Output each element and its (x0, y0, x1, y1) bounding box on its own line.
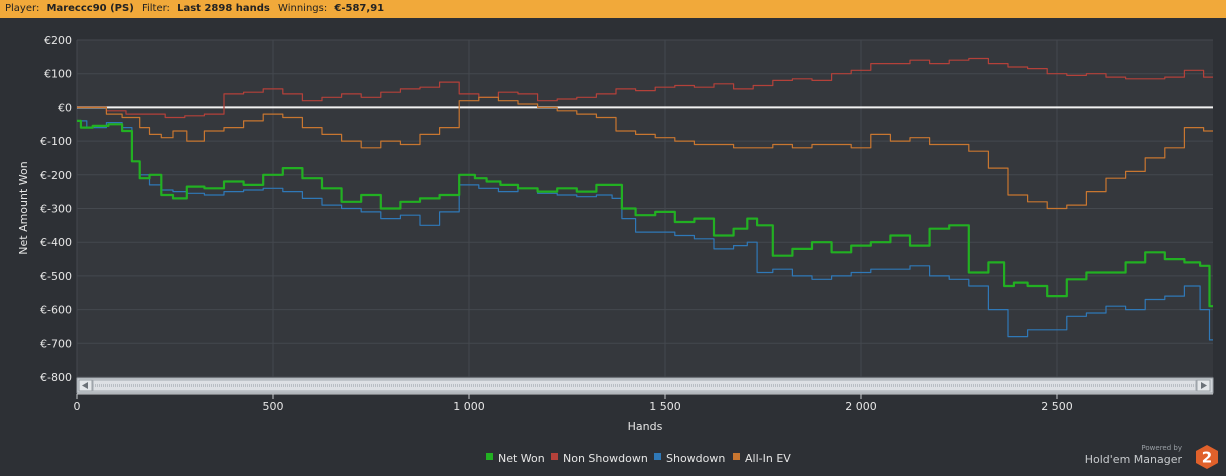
y-axis: €200 €100 €0 €-100 €-200 €-300 €-400 €-500 €-600… (40, 34, 72, 384)
legend-label: All-In EV (745, 452, 791, 465)
series-group (77, 57, 1213, 341)
brand-badge-text: 2 (1202, 449, 1212, 467)
legend-label: Net Won (498, 452, 545, 465)
player-label: Player: (5, 3, 40, 14)
legend-swatch (654, 453, 661, 460)
y-tick-label: €0 (58, 101, 72, 114)
legend-label: Non Showdown (563, 452, 648, 465)
y-tick-label: €-400 (40, 236, 72, 249)
y-tick-label: €-100 (40, 135, 72, 148)
series-line-net-won (77, 119, 1213, 308)
y-tick-label: €200 (44, 34, 72, 47)
y-tick-label: €-200 (40, 169, 72, 182)
player-value: Mareccc90 (PS) (46, 3, 134, 14)
powered-by-text: Powered by (1141, 444, 1182, 452)
x-tick-label: 500 (262, 400, 283, 413)
net-won-chart: €200 €100 €0 €-100 €-200 €-300 €-400 €-500 €-600… (17, 34, 1214, 465)
horizontal-scrollbar[interactable] (76, 377, 1214, 394)
arrow-right-icon (1201, 382, 1207, 389)
legend-label: Showdown (666, 452, 725, 465)
winnings-label: Winnings: (278, 3, 328, 14)
x-axis-title: Hands (628, 420, 663, 433)
legend-swatch (486, 453, 493, 460)
winnings-value: €-587,91 (334, 3, 385, 14)
x-tick-label: 0 (74, 400, 81, 413)
filter-label: Filter: (141, 3, 170, 14)
brand-name: Hold'em Manager (1084, 453, 1182, 466)
y-tick-label: €-500 (40, 270, 72, 283)
filter-value: Last 2898 hands (177, 3, 270, 14)
series-line-all-in-ev (77, 96, 1213, 210)
y-tick-label: €-600 (40, 304, 72, 317)
hm2-logo-icon: 2 (1196, 445, 1218, 469)
y-axis-title: Net Amount Won (17, 161, 30, 254)
legend-swatch (551, 453, 558, 460)
y-tick-label: €-800 (40, 371, 72, 384)
x-tick-label: 1 500 (649, 400, 681, 413)
legend-swatch (733, 453, 740, 460)
info-bar: Player: Mareccc90 (PS) Filter: Last 2898… (0, 0, 1226, 18)
legend: Net Won Non Showdown Showdown All-In EV (486, 452, 791, 465)
arrow-left-icon (82, 382, 88, 389)
y-tick-label: €100 (44, 68, 72, 81)
x-tick-label: 2 500 (1041, 400, 1073, 413)
series-line-non-showdown (77, 57, 1213, 119)
x-tick-label: 1 000 (453, 400, 485, 413)
scroll-thumb[interactable] (92, 379, 1197, 392)
y-tick-label: €-700 (40, 337, 72, 350)
x-tick-label: 2 000 (845, 400, 877, 413)
y-tick-label: €-300 (40, 203, 72, 216)
x-axis: 0 500 1 000 1 500 2 000 2 500 (74, 393, 1213, 413)
